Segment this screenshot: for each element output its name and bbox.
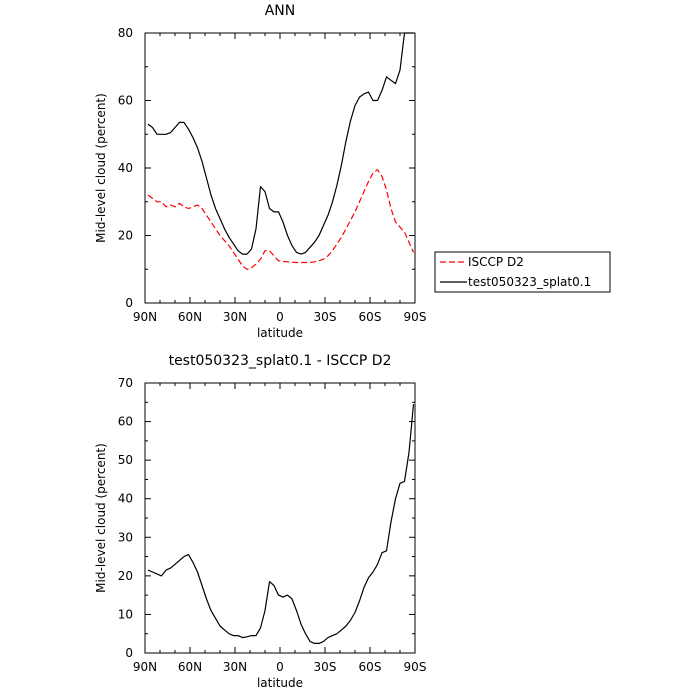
- chart1-x-tick-label: 90S: [404, 310, 427, 324]
- chart2-y-tick-label: 60: [118, 415, 133, 429]
- chart1-y-tick-label: 40: [118, 161, 133, 175]
- chart1-x-tick-label: 30S: [314, 310, 337, 324]
- chart2-x-tick-label: 30S: [314, 660, 337, 674]
- chart1-plot-frame: [144, 32, 416, 304]
- chart2-y-tick-label: 30: [118, 530, 133, 544]
- chart2-x-tick-label: 30N: [223, 660, 247, 674]
- chart1-series-line-1: [147, 169, 415, 270]
- chart1-y-tick-label: 60: [118, 94, 133, 108]
- chart1-legend-label-2: test050323_splat0.1: [468, 275, 591, 289]
- chart2-x-tick-label: 60S: [359, 660, 382, 674]
- chart2-title: test050323_splat0.1 - ISCCP D2: [169, 353, 392, 369]
- chart1-legend-label-1: ISCCP D2: [468, 255, 524, 269]
- chart1-series-line-2: [147, 32, 414, 255]
- chart1-y-axis-title: Mid-level cloud (percent): [94, 93, 108, 243]
- chart2-y-tick-label: 0: [125, 646, 133, 660]
- chart2-y-axis-title: Mid-level cloud (percent): [94, 443, 108, 593]
- chart2-y-tick-label: 10: [118, 607, 133, 621]
- chart2-x-tick-label: 90S: [404, 660, 427, 674]
- chart1-x-tick-label: 60N: [178, 310, 202, 324]
- chart2-x-tick-label: 0: [276, 660, 284, 674]
- chart1-x-axis-title: latitude: [257, 326, 303, 340]
- chart1-title: ANN: [265, 3, 296, 19]
- chart1-y-tick-label: 0: [125, 296, 133, 310]
- chart1-x-tick-label: 60S: [359, 310, 382, 324]
- chart2-x-axis-title: latitude: [257, 676, 303, 690]
- chart2-series-line-1: [147, 404, 415, 645]
- chart1-y-tick-label: 80: [118, 26, 133, 40]
- chart1-x-tick-label: 90N: [133, 310, 157, 324]
- chart1-legend-box: [434, 251, 611, 293]
- chart2-x-tick-label: 90N: [133, 660, 157, 674]
- chart2-y-tick-label: 70: [118, 376, 133, 390]
- chart2-y-tick-label: 50: [118, 453, 133, 467]
- chart1-x-tick-label: 30N: [223, 310, 247, 324]
- chart2-y-tick-label: 40: [118, 492, 133, 506]
- chart2-y-tick-label: 20: [118, 569, 133, 583]
- chart2-plot-frame: [144, 382, 416, 654]
- chart1-x-tick-label: 0: [276, 310, 284, 324]
- chart2-x-tick-label: 60N: [178, 660, 202, 674]
- chart1-y-tick-label: 20: [118, 229, 133, 243]
